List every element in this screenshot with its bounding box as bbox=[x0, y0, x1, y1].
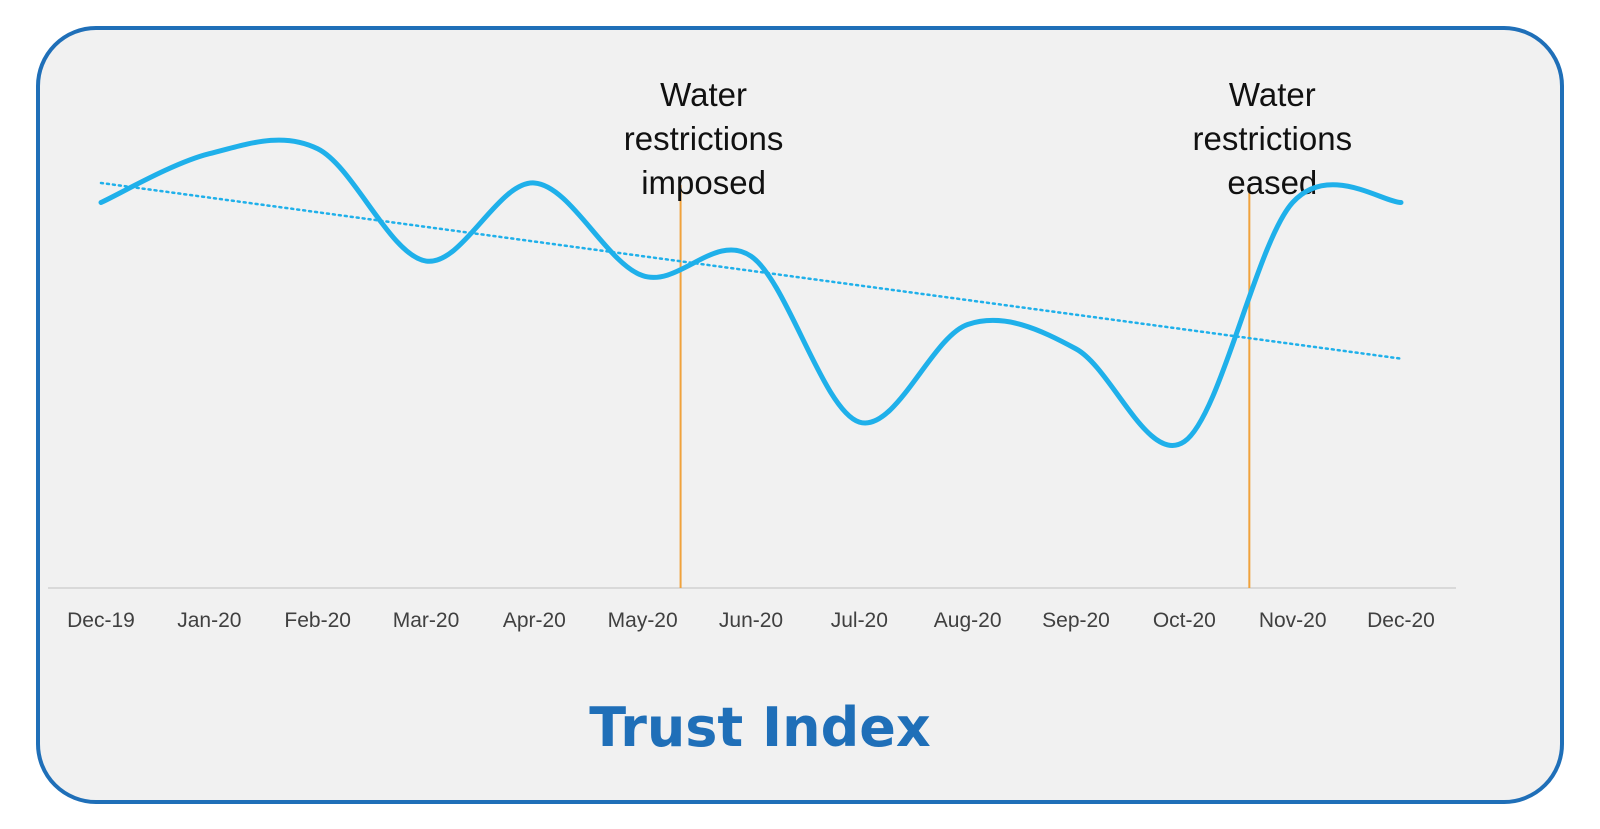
x-tick-label: Dec-19 bbox=[67, 609, 135, 632]
annotation-layer: Water restrictions imposed Water restriction… bbox=[624, 76, 1352, 588]
annotation-label: Water bbox=[660, 76, 747, 113]
x-tick-label: Jul-20 bbox=[831, 609, 888, 632]
series-line bbox=[98, 137, 1404, 448]
trend-line bbox=[99, 181, 1403, 360]
annotation-label: Water bbox=[1229, 76, 1316, 113]
x-tick-label: Sep-20 bbox=[1042, 609, 1110, 632]
x-tick-label: Nov-20 bbox=[1259, 609, 1327, 632]
annotation-label: restrictions bbox=[1193, 120, 1353, 157]
x-tick-label: May-20 bbox=[608, 609, 678, 632]
annotation-label: restrictions bbox=[624, 120, 784, 157]
x-tick-label: Apr-20 bbox=[503, 609, 566, 632]
x-tick-label: Dec-20 bbox=[1367, 609, 1435, 632]
x-tick-label: Jan-20 bbox=[177, 609, 241, 632]
x-tick-label: Mar-20 bbox=[393, 609, 460, 632]
x-tick-label: Feb-20 bbox=[284, 609, 351, 632]
x-tick-label: Aug-20 bbox=[934, 609, 1002, 632]
x-tick-label: Jun-20 bbox=[719, 609, 783, 632]
annotation-label: imposed bbox=[641, 164, 766, 201]
annotation: Water restrictions imposed bbox=[624, 76, 784, 588]
x-axis-ticks: Dec-19 Jan-20 Feb-20 Mar-20 Apr-20 May-20 Jun-… bbox=[67, 609, 1435, 632]
x-tick-label: Oct-20 bbox=[1153, 609, 1216, 632]
chart-title: Trust Index bbox=[589, 696, 931, 759]
chart-card bbox=[36, 26, 1564, 804]
